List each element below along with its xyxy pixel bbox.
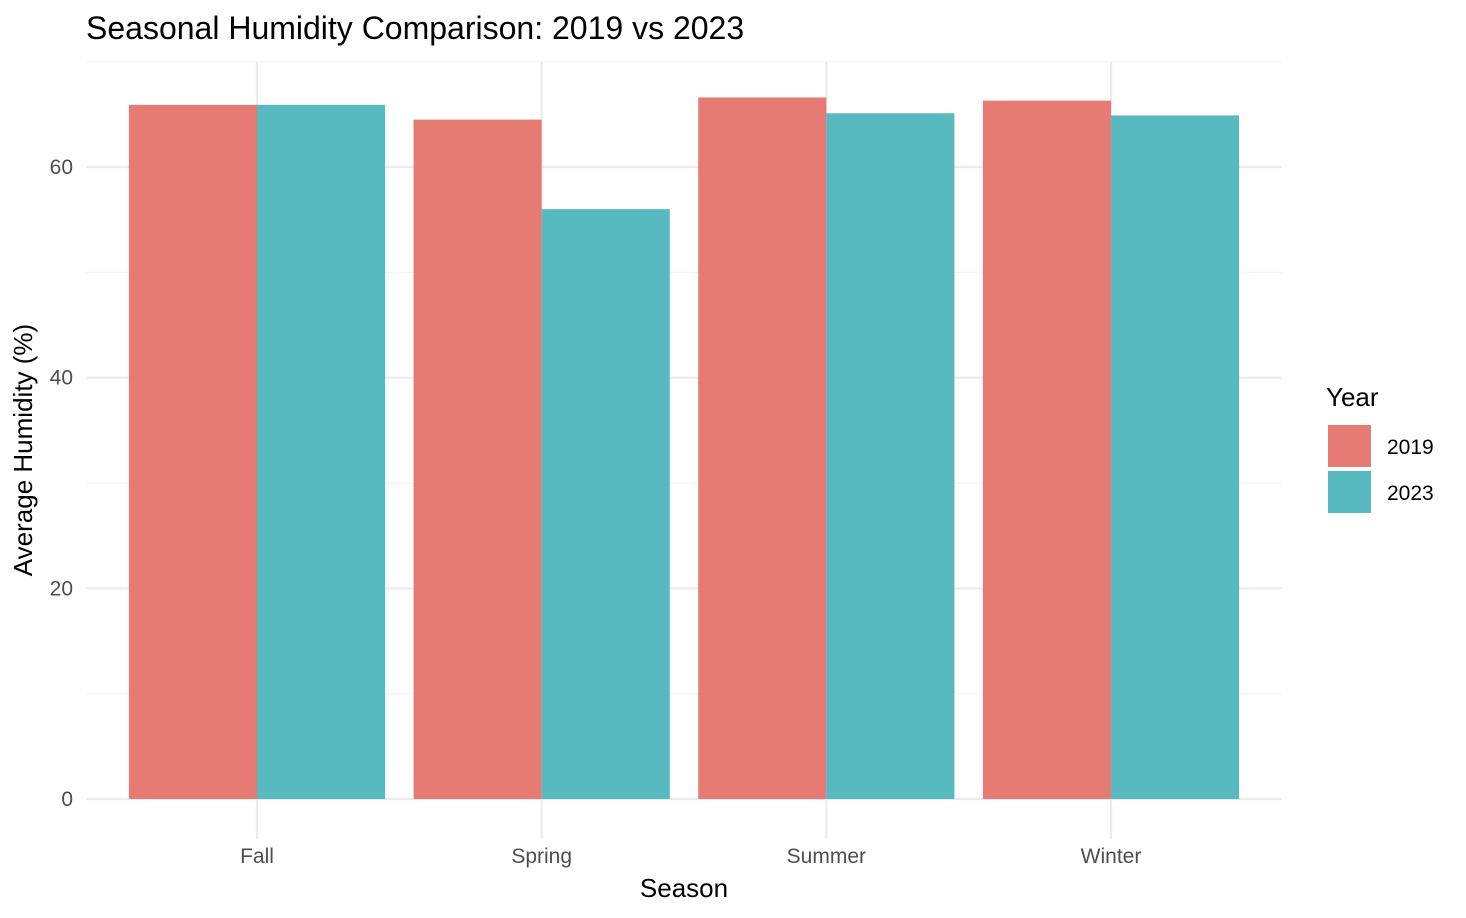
bar-spring-2023	[541, 209, 670, 800]
x-axis-title: Season	[640, 873, 728, 903]
y-tick-label: 0	[61, 788, 73, 811]
legend: Year 2019 2023	[1326, 382, 1434, 513]
legend-label-2019: 2019	[1387, 436, 1434, 459]
bar-summer-2023	[826, 113, 955, 799]
x-tick-label: Spring	[511, 845, 572, 868]
bars-group	[128, 97, 1240, 800]
bar-fall-2023	[257, 104, 386, 799]
y-tick-label: 40	[50, 367, 73, 390]
legend-label-2023: 2023	[1387, 482, 1434, 505]
x-axis-ticks: Fall Spring Summer Winter	[240, 845, 1141, 868]
bar-winter-2023	[1111, 115, 1240, 800]
chart-title: Seasonal Humidity Comparison: 2019 vs 20…	[86, 10, 744, 46]
y-tick-label: 60	[50, 156, 73, 179]
bar-summer-2019	[698, 97, 827, 800]
y-axis-ticks: 0 20 40 60	[50, 156, 73, 811]
x-tick-label: Winter	[1081, 845, 1142, 868]
legend-items: 2019 2023	[1328, 425, 1434, 513]
bar-fall-2019	[128, 104, 257, 799]
bar-spring-2019	[413, 119, 542, 800]
legend-title: Year	[1326, 382, 1379, 412]
y-axis-title: Average Humidity (%)	[8, 324, 38, 576]
x-tick-label: Fall	[240, 845, 274, 868]
legend-swatch-2023	[1328, 471, 1371, 513]
legend-swatch-2019	[1328, 425, 1371, 467]
x-tick-label: Summer	[787, 845, 866, 868]
bar-winter-2019	[982, 100, 1111, 799]
y-tick-label: 20	[50, 577, 73, 600]
